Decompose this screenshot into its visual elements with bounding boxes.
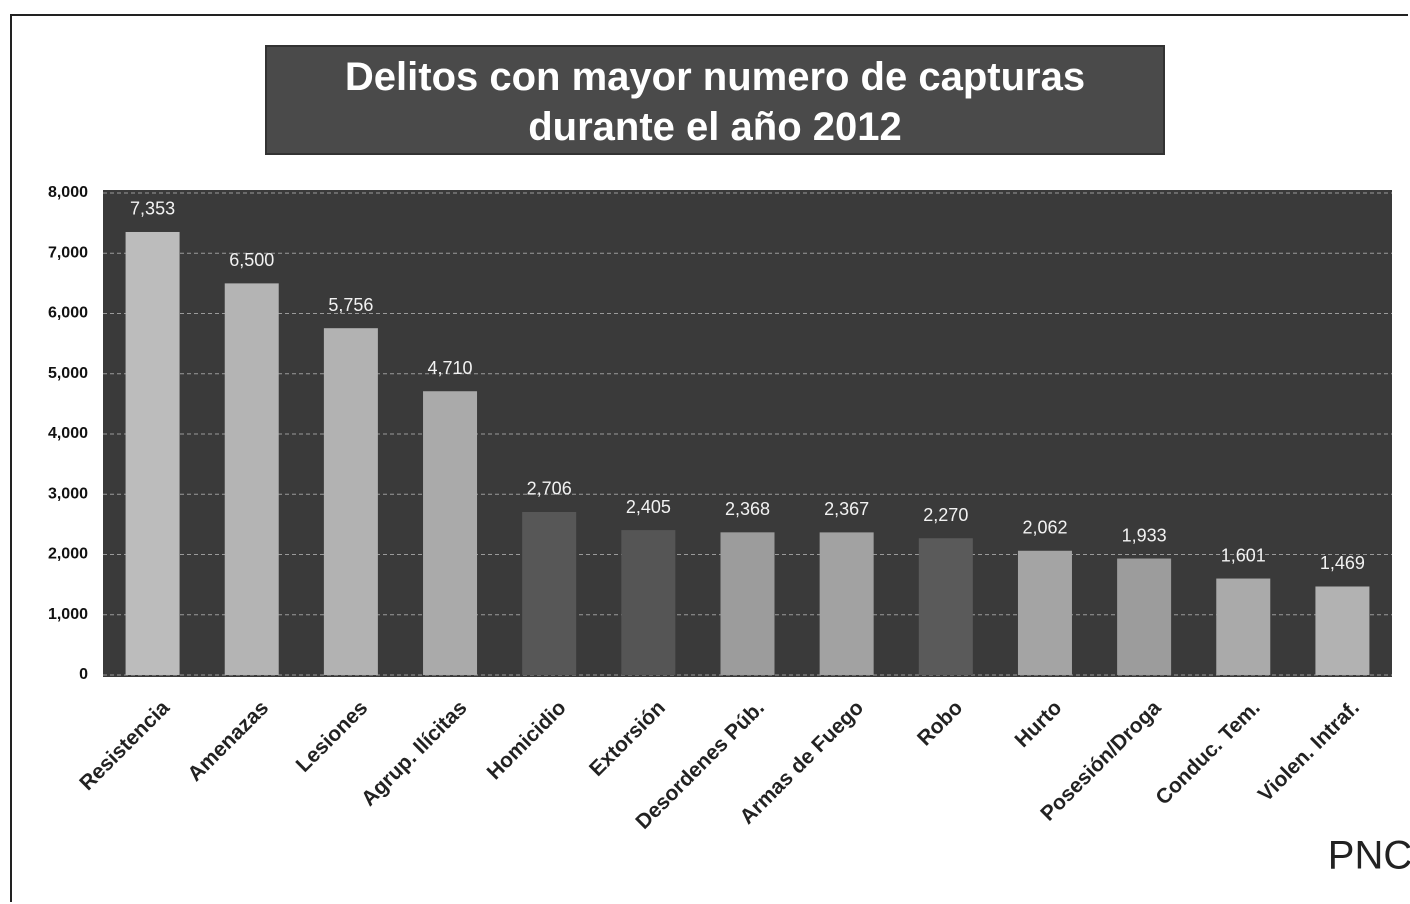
frame [10,14,1408,902]
y-tick-label: 8,000 [48,184,88,201]
bar [720,532,775,675]
x-tick-label: Extorsión [585,696,670,781]
bar [224,283,279,675]
value-label: 4,710 [428,358,473,378]
y-tick-label: 2,000 [48,546,88,563]
y-tick-label: 6,000 [48,305,88,322]
bar [621,530,676,675]
value-label: 1,933 [1122,525,1167,545]
value-label: 1,469 [1320,553,1365,573]
y-tick-label: 5,000 [48,365,88,382]
y-tick-label: 1,000 [48,606,88,623]
y-tick-label: 7,000 [48,244,88,261]
bar [522,511,577,675]
y-tick-label: 3,000 [48,485,88,502]
x-tick-label: Violen. Intraf. [1254,696,1364,806]
value-label: 6,500 [229,250,274,270]
y-tick-label: 4,000 [48,425,88,442]
value-label: 2,367 [824,499,869,519]
bar [1117,558,1172,675]
annotation: PNC [1328,834,1410,878]
bar [819,532,874,675]
value-label: 2,368 [725,499,770,519]
value-label: 5,756 [328,295,373,315]
value-label: 1,601 [1221,545,1266,565]
value-label: 2,062 [1022,518,1067,538]
value-label: 2,405 [626,497,671,517]
bar [423,391,478,675]
x-tick-label: Amenazas [183,696,273,786]
x-tick-label: Robo [913,696,967,750]
x-tick-label: Resistencia [75,696,174,795]
x-tick-label: Hurto [1011,696,1067,752]
y-tick-label: 0 [79,666,88,683]
bar [1017,550,1072,675]
x-tick-label: Agrup. Ilícitas [357,696,471,810]
x-tick-label: Homicidio [483,696,571,784]
bar [1216,578,1271,675]
bar [323,328,378,675]
value-label: 2,706 [527,479,572,499]
value-label: 2,270 [923,505,968,525]
x-tick-label: Lesiones [292,696,373,777]
bar [918,538,973,675]
x-tick-label: Conduc. Tem. [1151,696,1264,809]
value-label: 7,353 [130,199,175,219]
bar [125,231,180,675]
bar [1315,586,1370,675]
chart-title: Delitos con mayor numero de capturas dur… [265,45,1165,155]
